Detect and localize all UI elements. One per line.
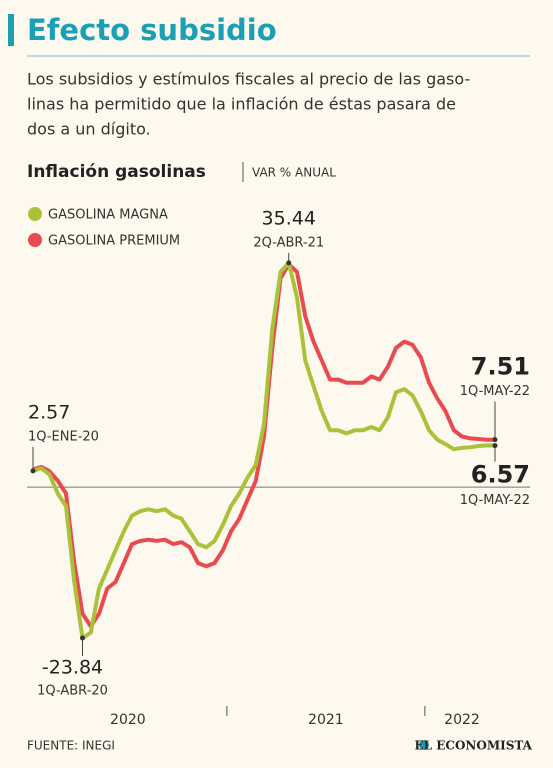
point-marker — [492, 437, 498, 443]
subtitle-line: dos a un dígito. — [27, 120, 151, 139]
point-marker — [30, 468, 36, 474]
legend-label: GASOLINA MAGNA — [48, 208, 168, 223]
title-bar — [8, 14, 14, 46]
subtitle-line: linas ha permitido que la inflación de é… — [27, 95, 456, 114]
brand: EL ECONOMISTA — [415, 739, 533, 753]
series-line — [32, 262, 496, 629]
series-line — [32, 260, 496, 640]
subtitle-line: Los subsidios y estímulos fiscales al pr… — [27, 70, 470, 89]
source: FUENTE: INEGI — [27, 739, 115, 753]
point-marker — [286, 260, 292, 266]
x-group-label: 2021 — [308, 712, 344, 728]
point-marker — [80, 635, 85, 641]
date-label: 1Q-ENE-20 — [28, 429, 99, 444]
x-group-label: 2020 — [110, 712, 146, 728]
x-group-label: 2022 — [444, 712, 480, 728]
chart-title: Inflación gasolinas — [27, 162, 206, 182]
legend-swatch — [28, 207, 42, 221]
title: Efecto subsidio — [27, 13, 277, 47]
legend-label: GASOLINA PREMIUM — [48, 234, 180, 249]
date-label: 1Q-ABR-20 — [37, 684, 108, 699]
value-label: 6.57 — [471, 461, 530, 489]
value-label: 7.51 — [471, 353, 530, 381]
brand-icon — [419, 740, 429, 750]
value-label: -23.84 — [42, 657, 103, 679]
value-label: 2.57 — [28, 401, 70, 423]
date-label: 1Q-MAY-22 — [460, 493, 530, 508]
legend-swatch — [28, 233, 42, 247]
chart-unit: VAR % ANUAL — [252, 166, 336, 180]
date-label: 2Q-ABR-21 — [253, 235, 324, 250]
value-label: 35.44 — [262, 207, 316, 229]
point-marker — [492, 443, 498, 449]
date-label: 1Q-MAY-22 — [460, 384, 530, 399]
